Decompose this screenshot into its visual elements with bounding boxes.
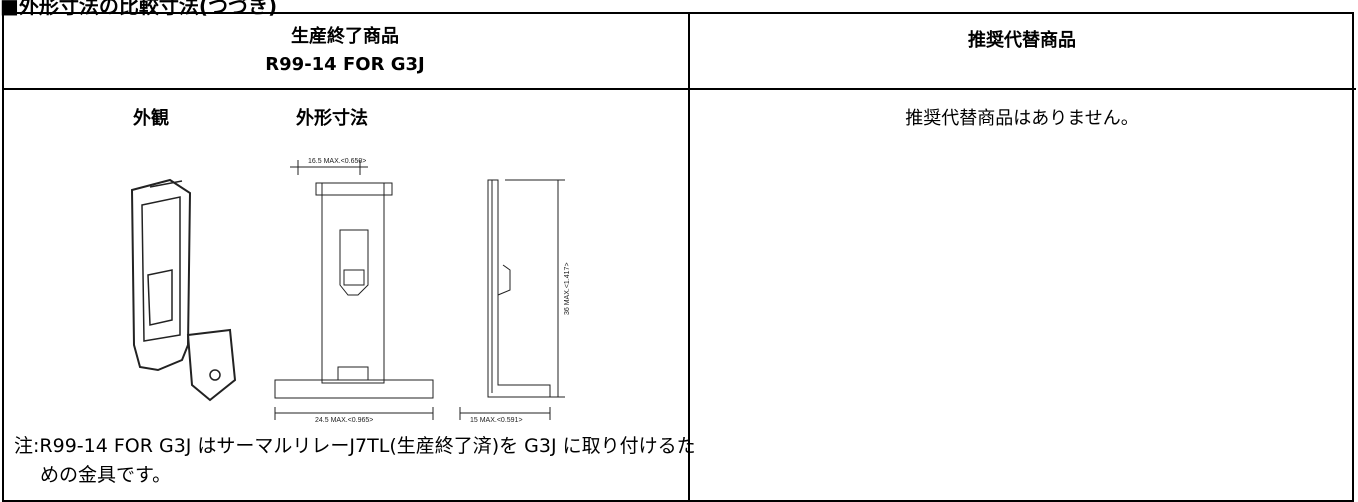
dimension-text: 15 MAX.<0.591> xyxy=(470,417,523,424)
header-model: R99-14 FOR G3J xyxy=(265,54,425,75)
dimension-text: 36 MAX.<1.417> xyxy=(564,262,571,315)
drawings: 16.5 MAX.<0.650> 24.5 MAX.<0.965> 15 MAX… xyxy=(130,158,571,424)
header-label: 生産終了商品 xyxy=(291,26,399,47)
side-view xyxy=(459,179,565,420)
column-divider xyxy=(688,12,690,502)
appearance-sketch xyxy=(130,178,237,402)
replacement-text: 推奨代替商品はありません。 xyxy=(905,108,1139,129)
dimension-text: 16.5 MAX.<0.650> xyxy=(308,158,366,165)
dimension-text: 24.5 MAX.<0.965> xyxy=(315,417,373,424)
note: 注:R99-14 FOR G3J はサーマルリレーJ7TL(生産終了済)を G3… xyxy=(14,435,696,486)
header-replacement: 推奨代替商品 xyxy=(968,30,1076,51)
appearance-label: 外観 xyxy=(133,108,169,129)
dimensions-label: 外形寸法 xyxy=(296,108,368,129)
header-discontinued: 生産終了商品 R99-14 FOR G3J xyxy=(2,22,688,75)
row-divider xyxy=(2,88,1356,90)
front-view xyxy=(274,160,434,420)
